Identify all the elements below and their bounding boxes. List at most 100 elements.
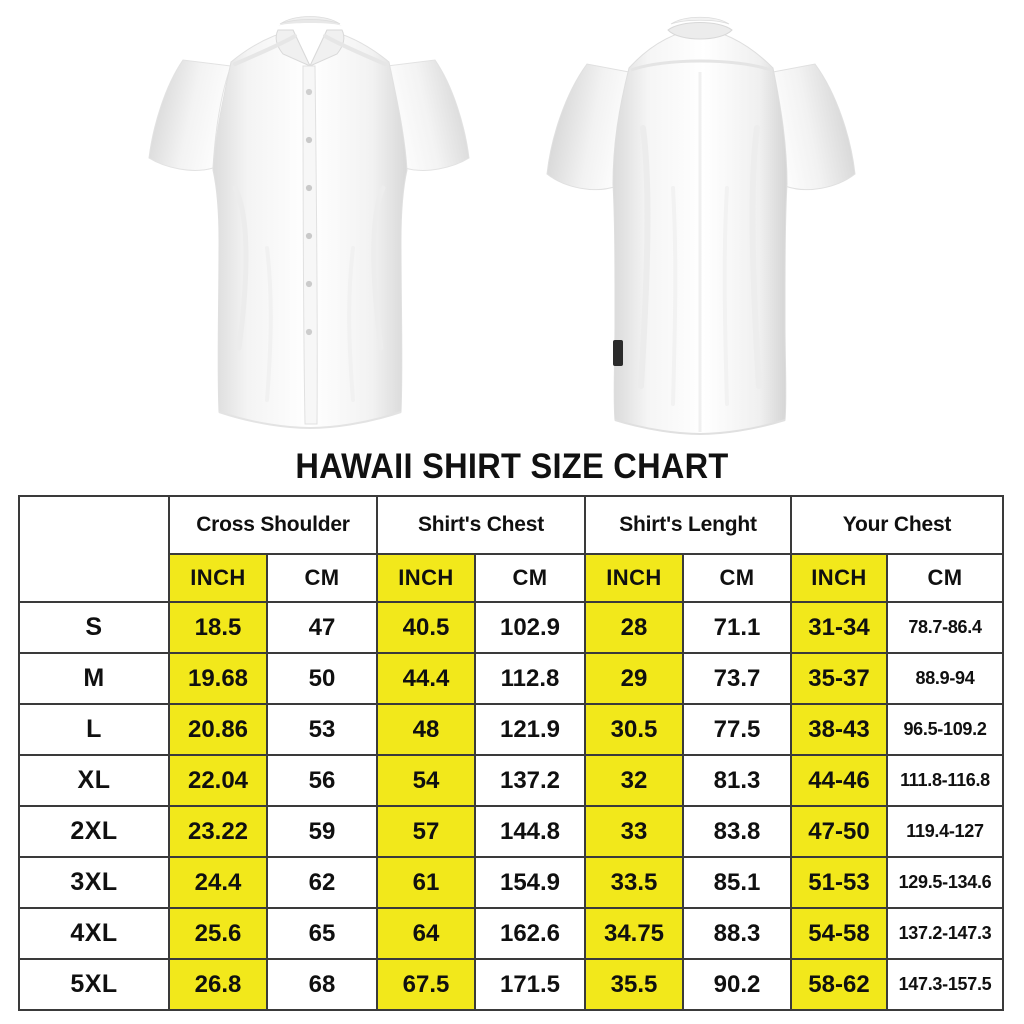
cell-shirts-chest-cm: 112.8 [474,652,586,705]
cell-shirts-length-inch: 30.5 [584,703,684,756]
cell-shirts-length-cm: 83.8 [682,805,792,858]
cell-shirts-length-cm: 71.1 [682,601,792,654]
cell-cross-shoulder-cm: 59 [266,805,378,858]
cell-shirts-length-inch: 33.5 [584,856,684,909]
group-header-cross-shoulder: Cross Shoulder [168,495,378,555]
cell-your-chest-cm: 137.2-147.3 [886,907,1004,960]
unit-header-cross-shoulder-cm: CM [266,553,378,603]
cell-shirts-chest-inch: 48 [376,703,476,756]
unit-header-your-chest-cm: CM [886,553,1004,603]
cell-shirts-length-cm: 88.3 [682,907,792,960]
cell-your-chest-inch: 58-62 [790,958,888,1011]
cell-shirts-length-inch: 32 [584,754,684,807]
cell-shirts-length-inch: 34.75 [584,907,684,960]
cell-cross-shoulder-cm: 56 [266,754,378,807]
cell-cross-shoulder-inch: 23.22 [168,805,268,858]
cell-shirts-length-inch: 29 [584,652,684,705]
product-photo-strip [0,0,1024,444]
table-row: 2XL 23.22 59 57 144.8 33 83.8 47-50 119.… [18,805,1004,858]
row-size-label: XL [18,754,170,807]
cell-your-chest-inch: 44-46 [790,754,888,807]
cell-shirts-chest-inch: 67.5 [376,958,476,1011]
cell-shirts-chest-inch: 57 [376,805,476,858]
table-row: 5XL 26.8 68 67.5 171.5 35.5 90.2 58-62 1… [18,958,1004,1011]
cell-shirts-chest-cm: 154.9 [474,856,586,909]
unit-header-your-chest-inch: INCH [790,553,888,603]
cell-your-chest-cm: 111.8-116.8 [886,754,1004,807]
size-table-body: S 18.5 47 40.5 102.9 28 71.1 31-34 78.7-… [18,601,1004,1011]
cell-your-chest-cm: 78.7-86.4 [886,601,1004,654]
cell-your-chest-cm: 88.9-94 [886,652,1004,705]
unit-header-shirts-chest-inch: INCH [376,553,476,603]
cell-shirts-length-cm: 77.5 [682,703,792,756]
row-size-label: L [18,703,170,756]
cell-cross-shoulder-inch: 22.04 [168,754,268,807]
cell-shirts-length-cm: 85.1 [682,856,792,909]
cell-shirts-length-cm: 73.7 [682,652,792,705]
shirt-back-view [525,8,875,438]
cell-shirts-chest-inch: 54 [376,754,476,807]
cell-shirts-chest-cm: 102.9 [474,601,586,654]
cell-cross-shoulder-cm: 50 [266,652,378,705]
cell-shirts-chest-inch: 61 [376,856,476,909]
page-title: HAWAII SHIRT SIZE CHART [295,447,729,486]
group-header-shirts-chest: Shirt's Chest [376,495,586,555]
row-size-label: S [18,601,170,654]
cell-your-chest-cm: 119.4-127 [886,805,1004,858]
shirt-front-view [135,8,485,438]
row-size-label: 2XL [18,805,170,858]
size-chart-table-wrapper: Cross Shoulder Shirt's Chest Shirt's Len… [18,495,1004,1011]
unit-header-row: INCH CM INCH CM INCH CM INCH CM [19,553,1004,603]
cell-shirts-chest-cm: 171.5 [474,958,586,1011]
cell-cross-shoulder-cm: 53 [266,703,378,756]
table-row: XL 22.04 56 54 137.2 32 81.3 44-46 111.8… [18,754,1004,807]
cell-shirts-chest-cm: 162.6 [474,907,586,960]
cell-shirts-length-cm: 90.2 [682,958,792,1011]
cell-cross-shoulder-cm: 62 [266,856,378,909]
table-row: L 20.86 53 48 121.9 30.5 77.5 38-43 96.5… [18,703,1004,756]
cell-cross-shoulder-inch: 19.68 [168,652,268,705]
cell-your-chest-cm: 96.5-109.2 [886,703,1004,756]
table-row: 4XL 25.6 65 64 162.6 34.75 88.3 54-58 13… [18,907,1004,960]
size-chart-table: Cross Shoulder Shirt's Chest Shirt's Len… [18,495,1004,1011]
group-header-row: Cross Shoulder Shirt's Chest Shirt's Len… [18,495,1004,603]
cell-cross-shoulder-inch: 18.5 [168,601,268,654]
cell-shirts-chest-cm: 121.9 [474,703,586,756]
row-size-label: 4XL [18,907,170,960]
cell-cross-shoulder-cm: 65 [266,907,378,960]
cell-cross-shoulder-inch: 25.6 [168,907,268,960]
group-header-shirts-length: Shirt's Lenght [584,495,792,555]
cell-cross-shoulder-inch: 26.8 [168,958,268,1011]
cell-your-chest-inch: 47-50 [790,805,888,858]
row-size-label: 3XL [18,856,170,909]
cell-shirts-chest-cm: 144.8 [474,805,586,858]
cell-shirts-chest-inch: 64 [376,907,476,960]
cell-shirts-length-inch: 35.5 [584,958,684,1011]
cell-shirts-length-inch: 28 [584,601,684,654]
cell-your-chest-cm: 129.5-134.6 [886,856,1004,909]
cell-your-chest-inch: 38-43 [790,703,888,756]
cell-cross-shoulder-cm: 47 [266,601,378,654]
cell-cross-shoulder-inch: 24.4 [168,856,268,909]
group-header-your-chest: Your Chest [790,495,1004,555]
cell-shirts-chest-inch: 44.4 [376,652,476,705]
cell-shirts-length-cm: 81.3 [682,754,792,807]
cell-your-chest-inch: 54-58 [790,907,888,960]
unit-header-shirts-length-cm: CM [682,553,792,603]
cell-shirts-chest-inch: 40.5 [376,601,476,654]
table-row: 3XL 24.4 62 61 154.9 33.5 85.1 51-53 129… [18,856,1004,909]
cell-cross-shoulder-cm: 68 [266,958,378,1011]
unit-header-shirts-chest-cm: CM [474,553,586,603]
unit-header-cross-shoulder-inch: INCH [168,553,268,603]
table-row: S 18.5 47 40.5 102.9 28 71.1 31-34 78.7-… [18,601,1004,654]
cell-your-chest-cm: 147.3-157.5 [886,958,1004,1011]
cell-your-chest-inch: 31-34 [790,601,888,654]
row-size-label: 5XL [18,958,170,1011]
cell-shirts-chest-cm: 137.2 [474,754,586,807]
cell-your-chest-inch: 51-53 [790,856,888,909]
size-column-header [18,495,170,603]
cell-your-chest-inch: 35-37 [790,652,888,705]
cell-shirts-length-inch: 33 [584,805,684,858]
cell-cross-shoulder-inch: 20.86 [168,703,268,756]
row-size-label: M [18,652,170,705]
